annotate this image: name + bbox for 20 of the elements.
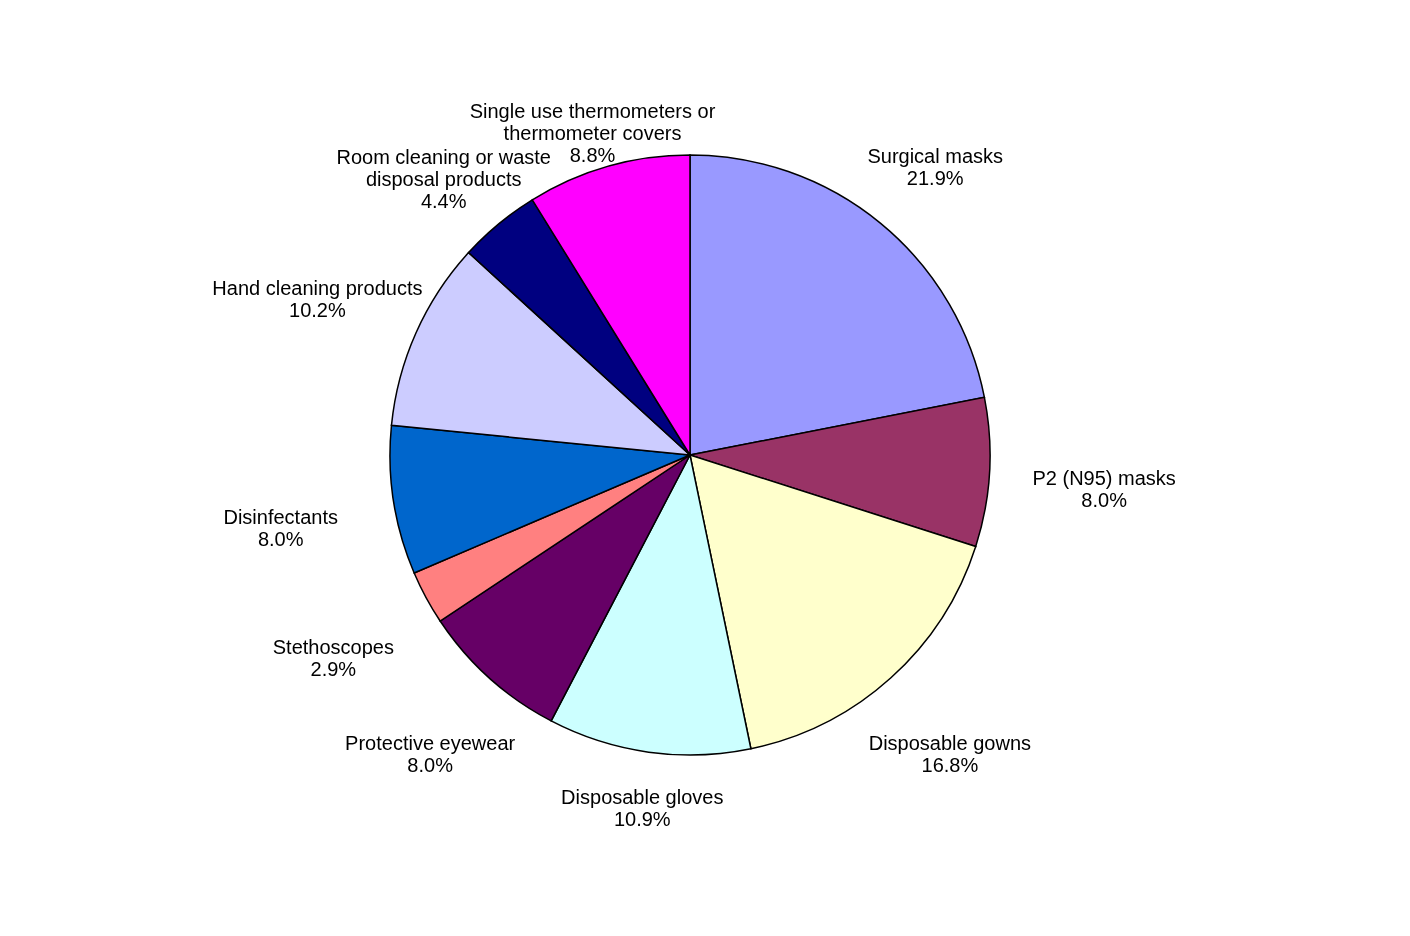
slice-label: Stethoscopes [272,635,394,658]
data-label: 8.0% [257,527,304,550]
slice-label: Surgical masks [867,145,1004,168]
slice-label: Disposable gowns [868,731,1032,754]
slice-label: Room cleaning or waste disposal products [336,145,552,190]
slice-label: Hand cleaning products [212,276,423,299]
slice-label: Single use thermometers or thermometer covers [469,99,716,144]
slice-label: Protective eyewear [345,731,516,754]
data-label: 4.4% [420,189,467,212]
data-label: 10.2% [289,298,346,321]
data-label: 8.0% [1081,489,1128,512]
slice-label: Disinfectants [223,505,338,528]
data-label: 2.9% [310,657,357,680]
slice-label: P2 (N95) masks [1032,467,1176,490]
data-label: 10.9% [613,807,671,830]
data-label: 8.0% [407,753,454,776]
data-label: 21.9% [906,167,964,190]
data-label: 16.8% [921,753,979,776]
slice-label: Disposable gloves [561,785,724,808]
data-label: 8.8% [569,143,616,166]
